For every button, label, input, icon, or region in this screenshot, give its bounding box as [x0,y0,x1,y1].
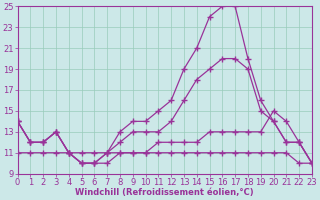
X-axis label: Windchill (Refroidissement éolien,°C): Windchill (Refroidissement éolien,°C) [76,188,254,197]
